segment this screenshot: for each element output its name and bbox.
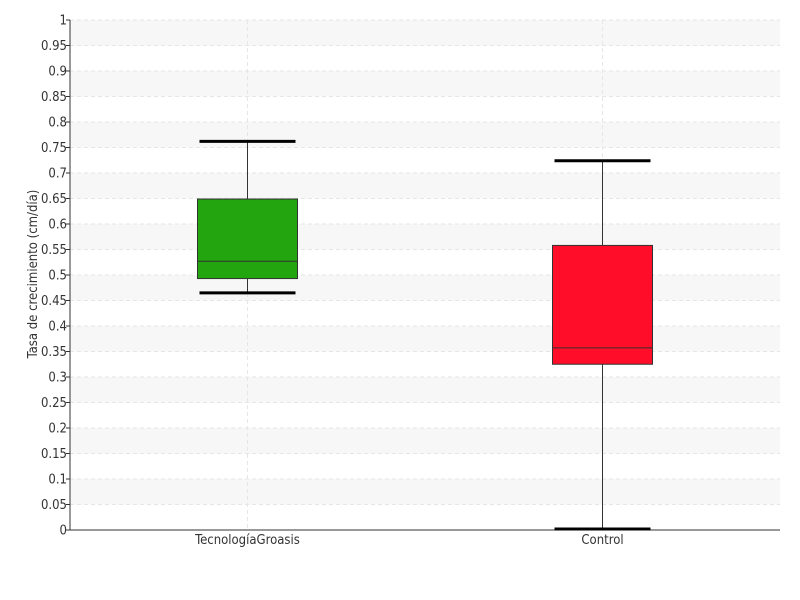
y-tick-label: 0.4 [48, 320, 67, 335]
y-tick-label: 0.6 [48, 218, 67, 233]
y-tick-label: 0.3 [48, 371, 67, 386]
grid-band [70, 377, 780, 403]
x-axis-labels: TecnologíaGroasis Control [194, 533, 623, 548]
grid-band [70, 428, 780, 454]
y-tick-label: 0.65 [41, 192, 67, 207]
grid-band [70, 479, 780, 505]
x-category-label: Control [581, 533, 623, 548]
x-category-label: TecnologíaGroasis [194, 533, 300, 548]
y-tick-label: 0.75 [41, 141, 67, 156]
y-tick-label: 0.5 [48, 269, 67, 284]
y-tick-label: 0.35 [41, 345, 67, 360]
y-axis-title: Tasa de crecimiento (cm/día) [26, 190, 41, 360]
box-1 [552, 159, 653, 531]
grid-band [70, 122, 780, 148]
iqr-box [197, 198, 298, 280]
background-bands [70, 20, 780, 505]
y-tick-label: 0.15 [41, 447, 67, 462]
y-tick-label: 0.95 [41, 39, 67, 54]
y-tick-label: 0.7 [48, 167, 67, 182]
grid-band [70, 224, 780, 250]
y-tick-label: 0.9 [48, 65, 67, 80]
y-tick-label: 0.85 [41, 90, 67, 105]
grid-band [70, 20, 780, 46]
y-tick-label: 0.45 [41, 294, 67, 309]
box-0 [197, 139, 298, 295]
y-tick-label: 0.05 [41, 498, 67, 513]
y-tick-label: 0.8 [48, 116, 67, 131]
y-tick-label: 0.2 [48, 422, 67, 437]
y-tick-label: 0.25 [41, 396, 67, 411]
grid-band [70, 326, 780, 352]
grid-band [70, 71, 780, 97]
y-tick-label: 0.55 [41, 243, 67, 258]
boxes [197, 139, 653, 531]
iqr-box [552, 244, 653, 365]
grid-band [70, 173, 780, 199]
y-tick-label: 0 [60, 524, 67, 539]
y-axis-ticks: 0 0.05 0.1 0.15 0.2 0.25 0.3 0.35 0.4 0.45 0.5 0.55… [41, 14, 70, 539]
y-tick-label: 1 [60, 14, 67, 29]
grid-lines [70, 19, 780, 531]
grid-band [70, 275, 780, 301]
y-tick-label: 0.1 [48, 473, 67, 488]
